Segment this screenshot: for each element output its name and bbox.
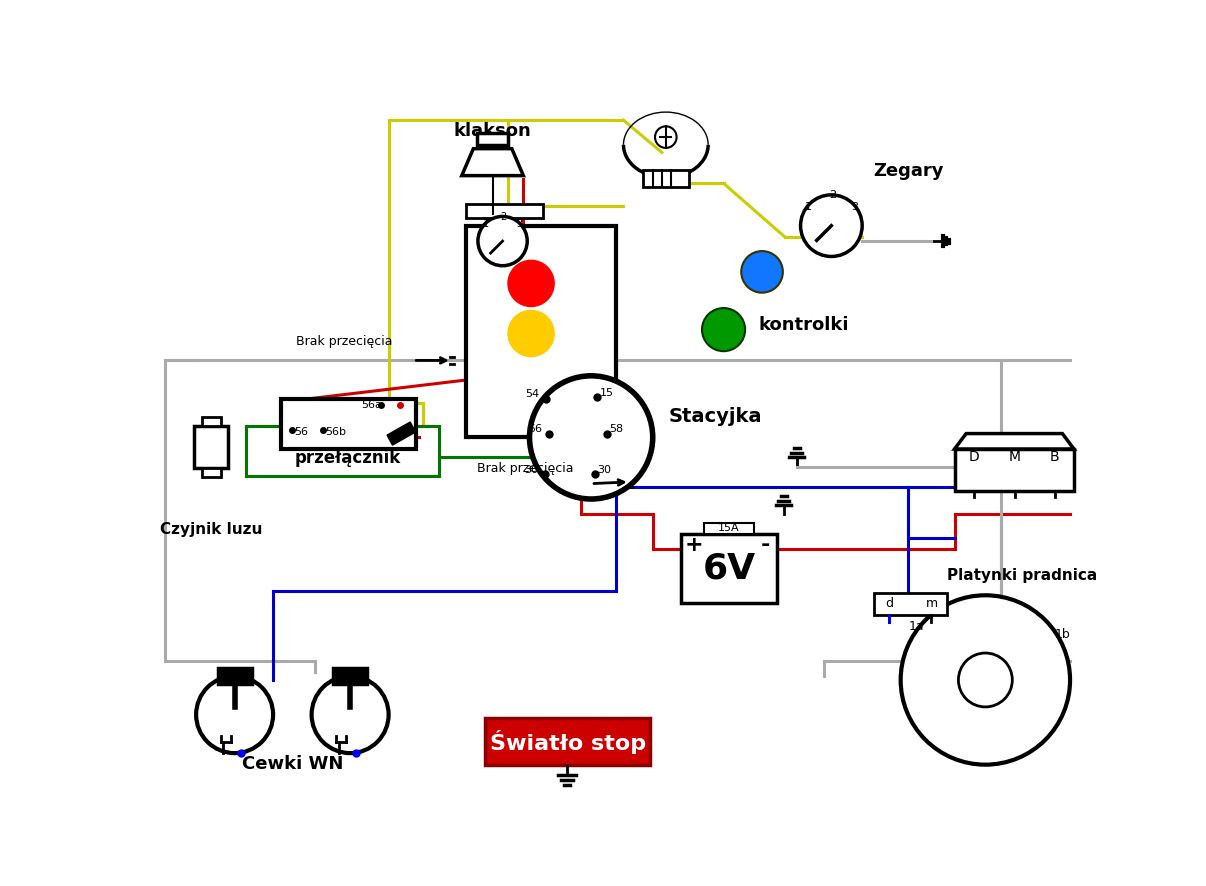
Circle shape	[801, 195, 862, 256]
Circle shape	[959, 653, 1012, 707]
Text: 56b: 56b	[326, 427, 346, 437]
Bar	[955, 449, 1073, 492]
Circle shape	[478, 216, 527, 266]
Text: 1: 1	[804, 202, 812, 213]
Circle shape	[702, 308, 745, 351]
Bar	[194, 426, 228, 468]
Text: 1: 1	[482, 219, 488, 229]
Text: 15A: 15A	[718, 523, 739, 532]
Text: d: d	[885, 597, 894, 610]
Text: 3: 3	[851, 202, 857, 213]
Text: 56: 56	[294, 427, 309, 437]
Circle shape	[508, 260, 555, 307]
Circle shape	[529, 376, 652, 499]
Text: B: B	[1050, 449, 1060, 463]
Text: 54: 54	[526, 389, 539, 400]
Text: Cewki WN: Cewki WN	[241, 755, 343, 773]
Text: 15: 15	[599, 388, 614, 398]
Bar	[333, 668, 367, 684]
Text: Stacyjka: Stacyjka	[668, 407, 762, 426]
Bar	[201, 416, 221, 426]
Bar	[704, 523, 755, 533]
Circle shape	[508, 310, 555, 356]
Circle shape	[742, 251, 783, 292]
Text: Zegary: Zegary	[873, 161, 944, 180]
Text: 30: 30	[525, 465, 538, 475]
Text: Czyjnik luzu: Czyjnik luzu	[159, 522, 262, 537]
Bar	[643, 170, 689, 187]
Text: 6V: 6V	[702, 551, 755, 586]
Bar	[681, 533, 778, 603]
Text: 2: 2	[830, 190, 837, 200]
Text: 30: 30	[597, 465, 611, 475]
Text: m: m	[925, 597, 937, 610]
Bar	[466, 226, 616, 438]
Text: +: +	[684, 535, 703, 556]
Circle shape	[655, 127, 677, 148]
Text: przełącznik: przełącznik	[294, 449, 400, 467]
Text: 56a: 56a	[362, 400, 382, 410]
Bar	[217, 668, 252, 684]
Text: 58: 58	[609, 424, 622, 434]
Bar	[281, 399, 416, 449]
Text: kontrolki: kontrolki	[759, 315, 849, 334]
Polygon shape	[387, 422, 416, 445]
Text: 2: 2	[500, 212, 507, 222]
Text: M: M	[1008, 449, 1020, 463]
Text: Platynki pradnica: Platynki pradnica	[947, 568, 1097, 583]
Polygon shape	[462, 149, 523, 175]
Circle shape	[197, 676, 273, 753]
Text: Brak przecięcia: Brak przecięcia	[297, 335, 393, 348]
Circle shape	[901, 595, 1070, 765]
Bar	[873, 593, 947, 615]
Text: 1a: 1a	[908, 620, 924, 633]
Bar	[466, 204, 543, 218]
Polygon shape	[955, 433, 1073, 449]
Text: Światło stop: Światło stop	[490, 729, 645, 754]
Text: Brak przecięcia: Brak przecięcia	[478, 462, 574, 475]
Bar	[201, 468, 221, 478]
Text: klakson: klakson	[453, 122, 532, 140]
Text: D: D	[968, 449, 979, 463]
Text: 3: 3	[516, 219, 522, 229]
Text: -: -	[761, 535, 769, 556]
Text: 56: 56	[528, 424, 541, 434]
Text: 1b: 1b	[1055, 627, 1071, 641]
Circle shape	[311, 676, 388, 753]
Bar	[478, 133, 508, 144]
Bar	[485, 719, 650, 765]
